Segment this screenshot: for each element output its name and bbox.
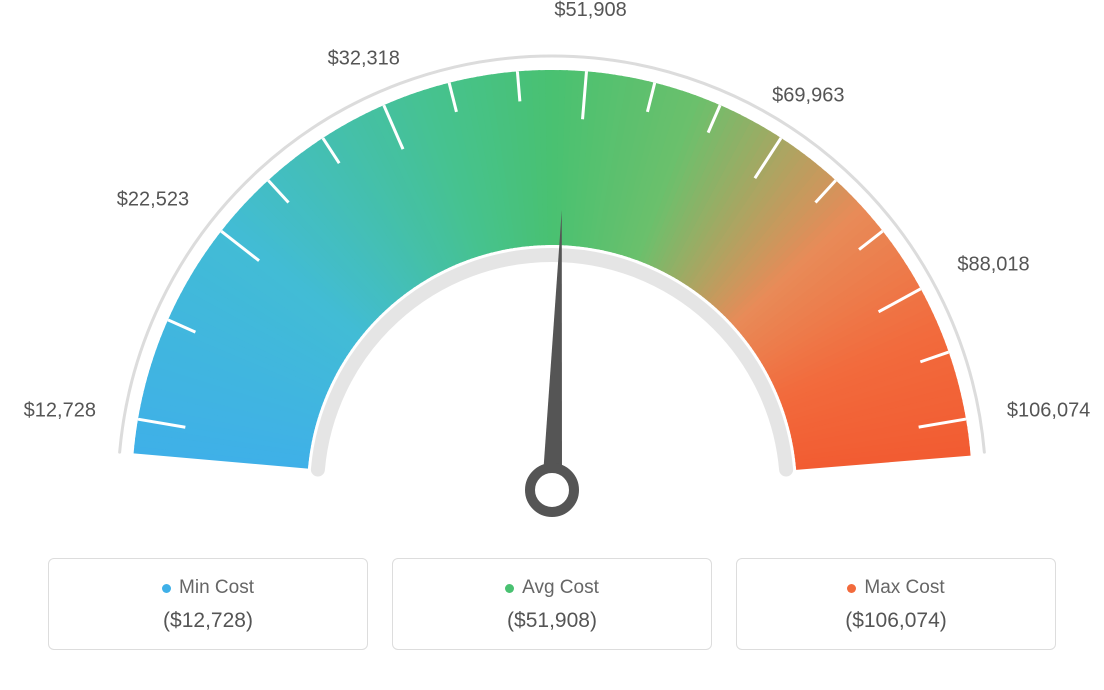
dot-icon	[847, 584, 856, 593]
gauge-tick-label: $22,523	[117, 189, 189, 212]
gauge-tick-label: $51,908	[554, 0, 626, 22]
legend-row: Min Cost ($12,728) Avg Cost ($51,908) Ma…	[0, 558, 1104, 650]
legend-value-min: ($12,728)	[59, 609, 357, 633]
legend-title-min: Min Cost	[162, 577, 254, 599]
gauge-tick-label: $69,963	[772, 85, 844, 108]
gauge-tick-label: $88,018	[957, 253, 1029, 276]
gauge-tick-label: $12,728	[24, 399, 96, 422]
legend-card-min: Min Cost ($12,728)	[48, 558, 368, 650]
dot-icon	[162, 584, 171, 593]
legend-title-text: Avg Cost	[522, 577, 599, 599]
gauge-svg	[0, 0, 1104, 550]
dot-icon	[505, 584, 514, 593]
gauge-tick-label: $32,318	[328, 48, 400, 71]
legend-card-avg: Avg Cost ($51,908)	[392, 558, 712, 650]
gauge-tick-label: $106,074	[1007, 399, 1090, 422]
legend-title-text: Min Cost	[179, 577, 254, 599]
legend-card-max: Max Cost ($106,074)	[736, 558, 1056, 650]
legend-title-max: Max Cost	[847, 577, 944, 599]
legend-value-avg: ($51,908)	[403, 609, 701, 633]
legend-title-text: Max Cost	[864, 577, 944, 599]
legend-title-avg: Avg Cost	[505, 577, 599, 599]
legend-value-max: ($106,074)	[747, 609, 1045, 633]
gauge-chart: $12,728 $22,523 $32,318 $51,908 $69,963 $88,0…	[0, 0, 1104, 550]
